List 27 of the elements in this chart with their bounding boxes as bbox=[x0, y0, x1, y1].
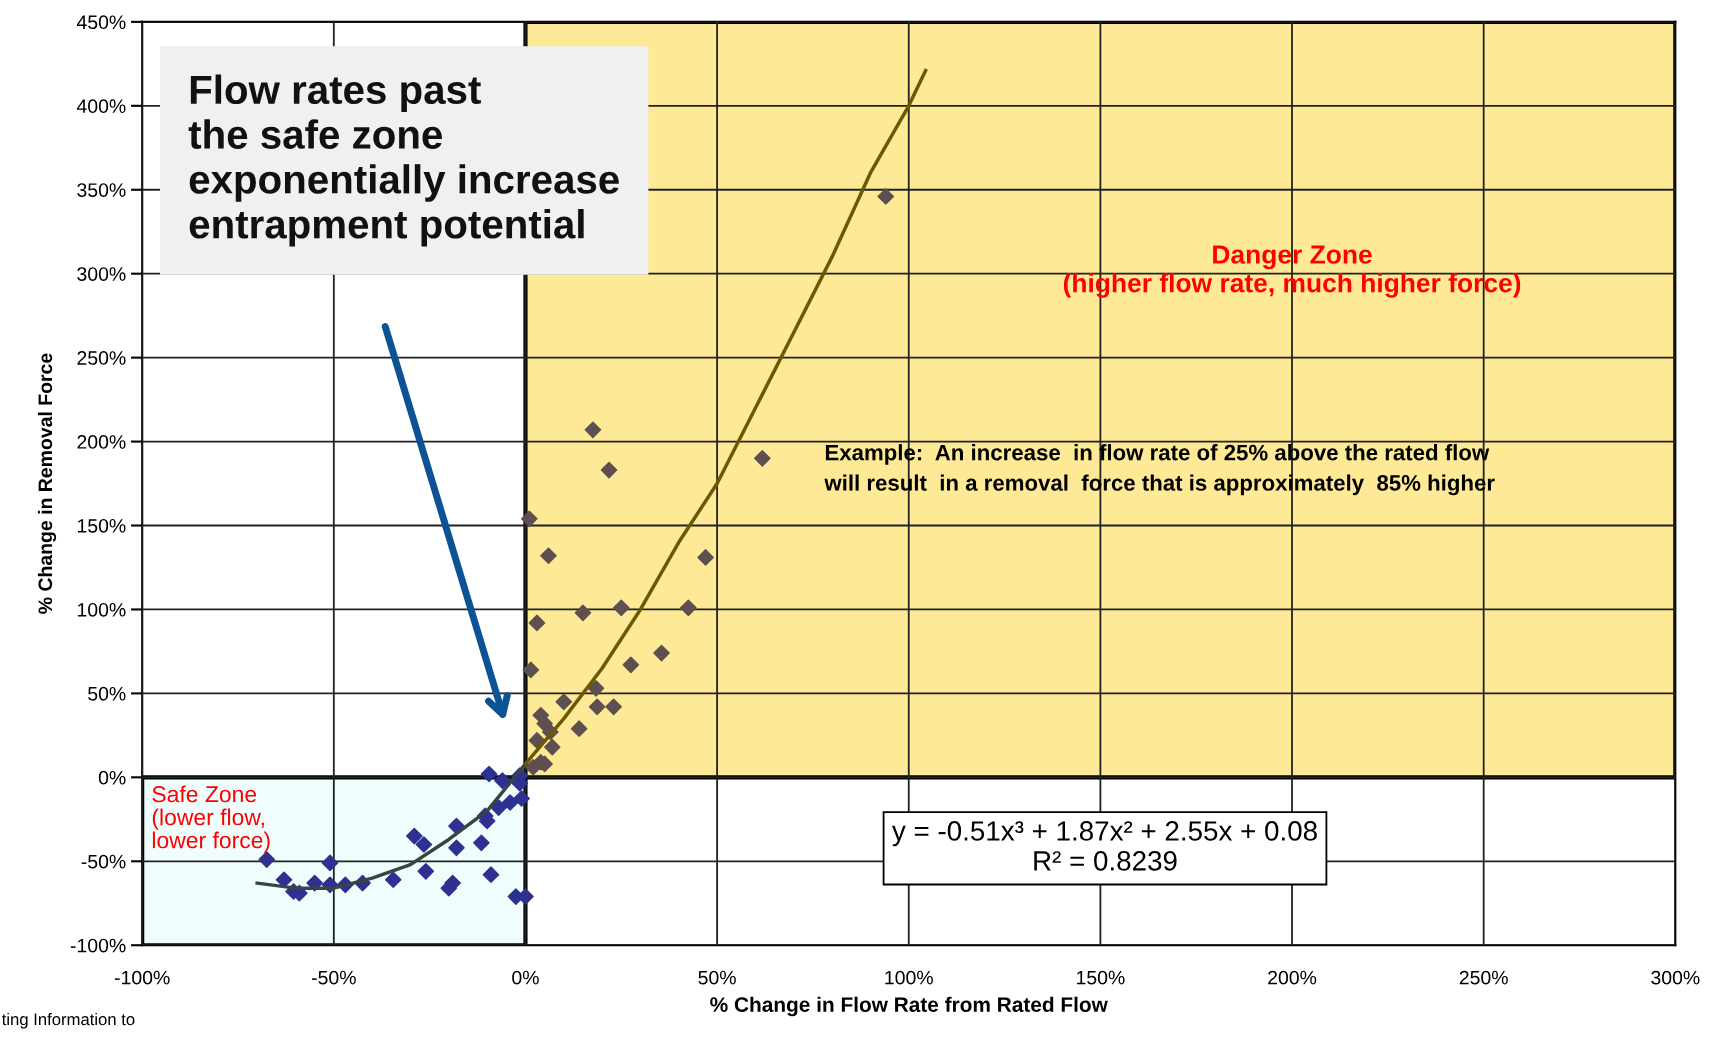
y-tick-label: -50% bbox=[81, 854, 126, 869]
x-tick-label: 50% bbox=[698, 970, 736, 985]
y-tick-label: 200% bbox=[77, 435, 126, 449]
y-tick-label: 150% bbox=[77, 518, 126, 533]
annotation: Safe Zone (lower flow, lower force) bbox=[152, 785, 270, 853]
x-tick-label: -100% bbox=[114, 970, 170, 985]
annotation: Flow rates past the safe zone exponentially increase entrapment potential bbox=[188, 74, 619, 247]
x-tick-label: 200% bbox=[1268, 970, 1317, 985]
y-axis-title: % Change in Removal Force bbox=[37, 353, 57, 614]
y-tick-label: 300% bbox=[77, 267, 126, 281]
x-tick-label: -50% bbox=[311, 970, 356, 985]
x-tick-label: 300% bbox=[1651, 970, 1700, 985]
y-tick-label: 0% bbox=[98, 770, 126, 785]
y-tick-label: 350% bbox=[77, 183, 126, 197]
x-tick-label: 150% bbox=[1077, 970, 1125, 985]
x-tick-label: 0% bbox=[512, 970, 539, 985]
y-tick-label: 50% bbox=[88, 686, 126, 701]
y-tick-label: 250% bbox=[77, 351, 126, 365]
y-tick-label: 450% bbox=[76, 15, 126, 30]
annotation: y = -0.51x³ + 1.87x² + 2.55x + 0.08 R² = 0.8239 bbox=[891, 821, 1317, 871]
y-tick-label: 400% bbox=[76, 99, 126, 114]
y-tick-label: -100% bbox=[70, 938, 126, 953]
text: ting Information to bbox=[1, 1012, 135, 1029]
x-axis-title: % Change in Flow Rate from Rated Flow bbox=[710, 996, 1108, 1017]
x-tick-label: 250% bbox=[1459, 970, 1508, 985]
x-tick-label: 100% bbox=[885, 970, 933, 985]
y-tick-label: 100% bbox=[77, 602, 126, 617]
